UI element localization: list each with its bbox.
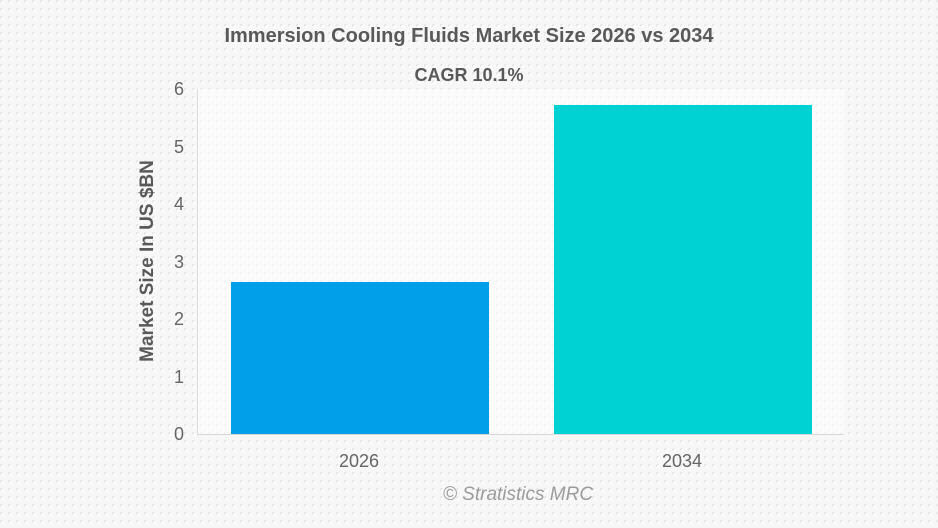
bar-2034[interactable] — [554, 105, 812, 434]
chart-subtitle-cagr: CAGR 10.1% — [414, 65, 524, 85]
y-axis-tick-label: 1 — [173, 366, 184, 387]
y-axis-tick-label: 0 — [173, 424, 184, 444]
plot-area — [197, 89, 844, 435]
chart-title: Immersion Cooling Fluids Market Size 202… — [224, 25, 714, 47]
bar-2026[interactable] — [231, 282, 489, 434]
x-axis-category-label: 2026 — [338, 451, 380, 471]
footer-credit: © Stratistics MRC — [442, 484, 594, 505]
y-axis-tick-label: 3 — [173, 251, 184, 272]
y-axis-tick-label: 5 — [173, 136, 184, 157]
y-axis-tick-label: 2 — [173, 309, 184, 329]
y-axis-tick-label: 4 — [173, 194, 184, 214]
y-axis-tick-label: 6 — [173, 79, 184, 99]
x-axis-category-label: 2034 — [661, 451, 703, 471]
